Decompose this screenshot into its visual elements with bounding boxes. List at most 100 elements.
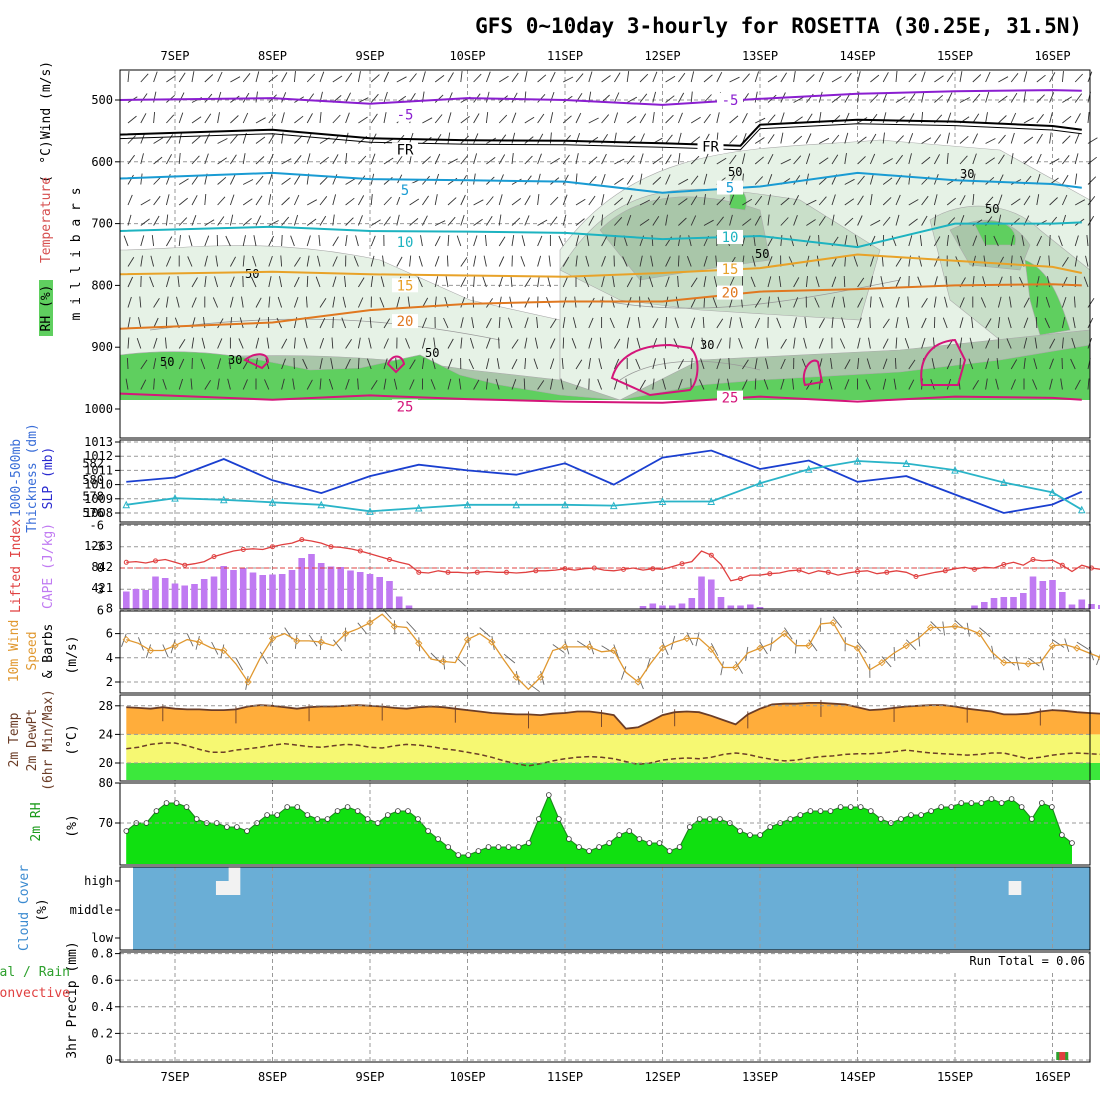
wind-barb [870,75,879,82]
wind-barb [998,96,1007,103]
wind10m-barb [809,640,817,651]
wind-barb [358,156,366,164]
isotherm-label: 20 [397,314,414,330]
wind-barb [666,76,675,82]
rh2m-marker [969,801,974,806]
wind10m-tick-label: 4 [106,651,113,665]
temp2m-label: 2m Temp [7,712,22,767]
rh-contour-label: 50 [728,165,742,179]
upper-air-pressure-tick-label: 600 [91,155,113,169]
wind-barb [154,196,161,205]
rh2m-marker [385,813,390,818]
wind-barb [1075,174,1077,185]
wind-barb [230,195,234,205]
wind-barb [640,74,648,82]
date-label-bottom: 9SEP [356,1070,385,1084]
upper-air-ylabel: m i l l i b a r s [69,187,84,320]
rh2m-marker [788,817,793,822]
wind-barb [358,71,360,82]
wind-barb [1062,175,1068,184]
wind-barb [986,139,996,144]
rh2m-marker [798,813,803,818]
wind-barb [422,71,425,82]
wind-barb [742,93,748,102]
rh2m-marker [345,805,350,810]
wind-barb [1037,75,1046,82]
wind-barb [154,138,163,144]
rh2m-marker [275,813,280,818]
wind-barb [358,358,359,369]
wind-barb [128,155,135,164]
wind-barb [614,113,617,124]
wind-barb [256,118,266,123]
wind-barb [179,73,185,82]
wind-barb [320,112,321,123]
date-label-top: 8SEP [258,49,287,63]
cape-bar [406,606,413,610]
precip-legend-convective: Convective [0,986,70,1001]
wind-barb [282,112,285,123]
rh2m-marker [607,841,612,846]
wind-barb [525,71,527,82]
wind-barb [550,133,551,144]
rh2m-marker [1070,841,1075,846]
cape-bar [123,592,130,610]
wind-barb [563,175,568,185]
wind-barb [128,195,132,205]
wind-barb [934,95,942,102]
rh2m-marker [506,845,511,850]
wind-barb [166,194,169,205]
isotherm-label: 15 [397,278,414,294]
wind-barb [179,93,184,103]
wind-barb [189,235,192,246]
wind-barb [422,118,432,123]
wind-barb [243,235,245,246]
rh2m-marker [184,805,189,810]
cape-bar [347,571,354,610]
wind-barb [627,71,629,82]
wind-barb [179,235,180,246]
wind-barb [1062,155,1069,164]
wind-barb [1062,97,1071,103]
wind-barb [998,135,1005,143]
wind-barb [627,175,633,184]
wind-barb [1088,138,1097,144]
cloud-clear-block [216,881,240,895]
rh2m-marker [748,833,753,838]
thickness-tick-label: 580 [82,473,104,487]
wind-barb [550,112,552,123]
date-label-bottom: 7SEP [161,1070,190,1084]
temp-band-low [126,763,1100,780]
cape-bar [1020,593,1027,609]
wind-barb [755,72,758,83]
wind-barb [421,235,423,246]
rh2m-marker [1039,801,1044,806]
wind-barb [499,237,505,246]
date-label-top: 10SEP [449,49,485,63]
rh2m-marker [225,825,230,830]
rh2m-marker [164,801,169,806]
temp-band-mid [126,734,1100,763]
wind-barb [205,75,213,83]
wind-barb [230,175,235,185]
wind-barb [678,256,679,267]
precip-tick-label: 0.8 [91,947,113,961]
wind-barb [870,95,878,103]
wind-barb [371,220,380,226]
wind-barb [1037,134,1043,143]
wind-barb [141,219,150,226]
wind-barb [1011,93,1017,102]
wind-barb [127,358,128,369]
wind10m-unit: (m/s) [65,635,80,674]
wind-barb [909,74,916,82]
wind-barb [947,93,952,103]
rh2m-marker [899,817,904,822]
wind-barb [819,92,822,103]
cape-tick-label: 842 [91,560,113,574]
wind-barb [538,236,542,246]
cape-bar [747,605,754,610]
date-label-top: 11SEP [547,49,583,63]
wind-barb [1024,92,1026,103]
wind-barb [576,153,578,164]
wind-barb [895,358,896,369]
